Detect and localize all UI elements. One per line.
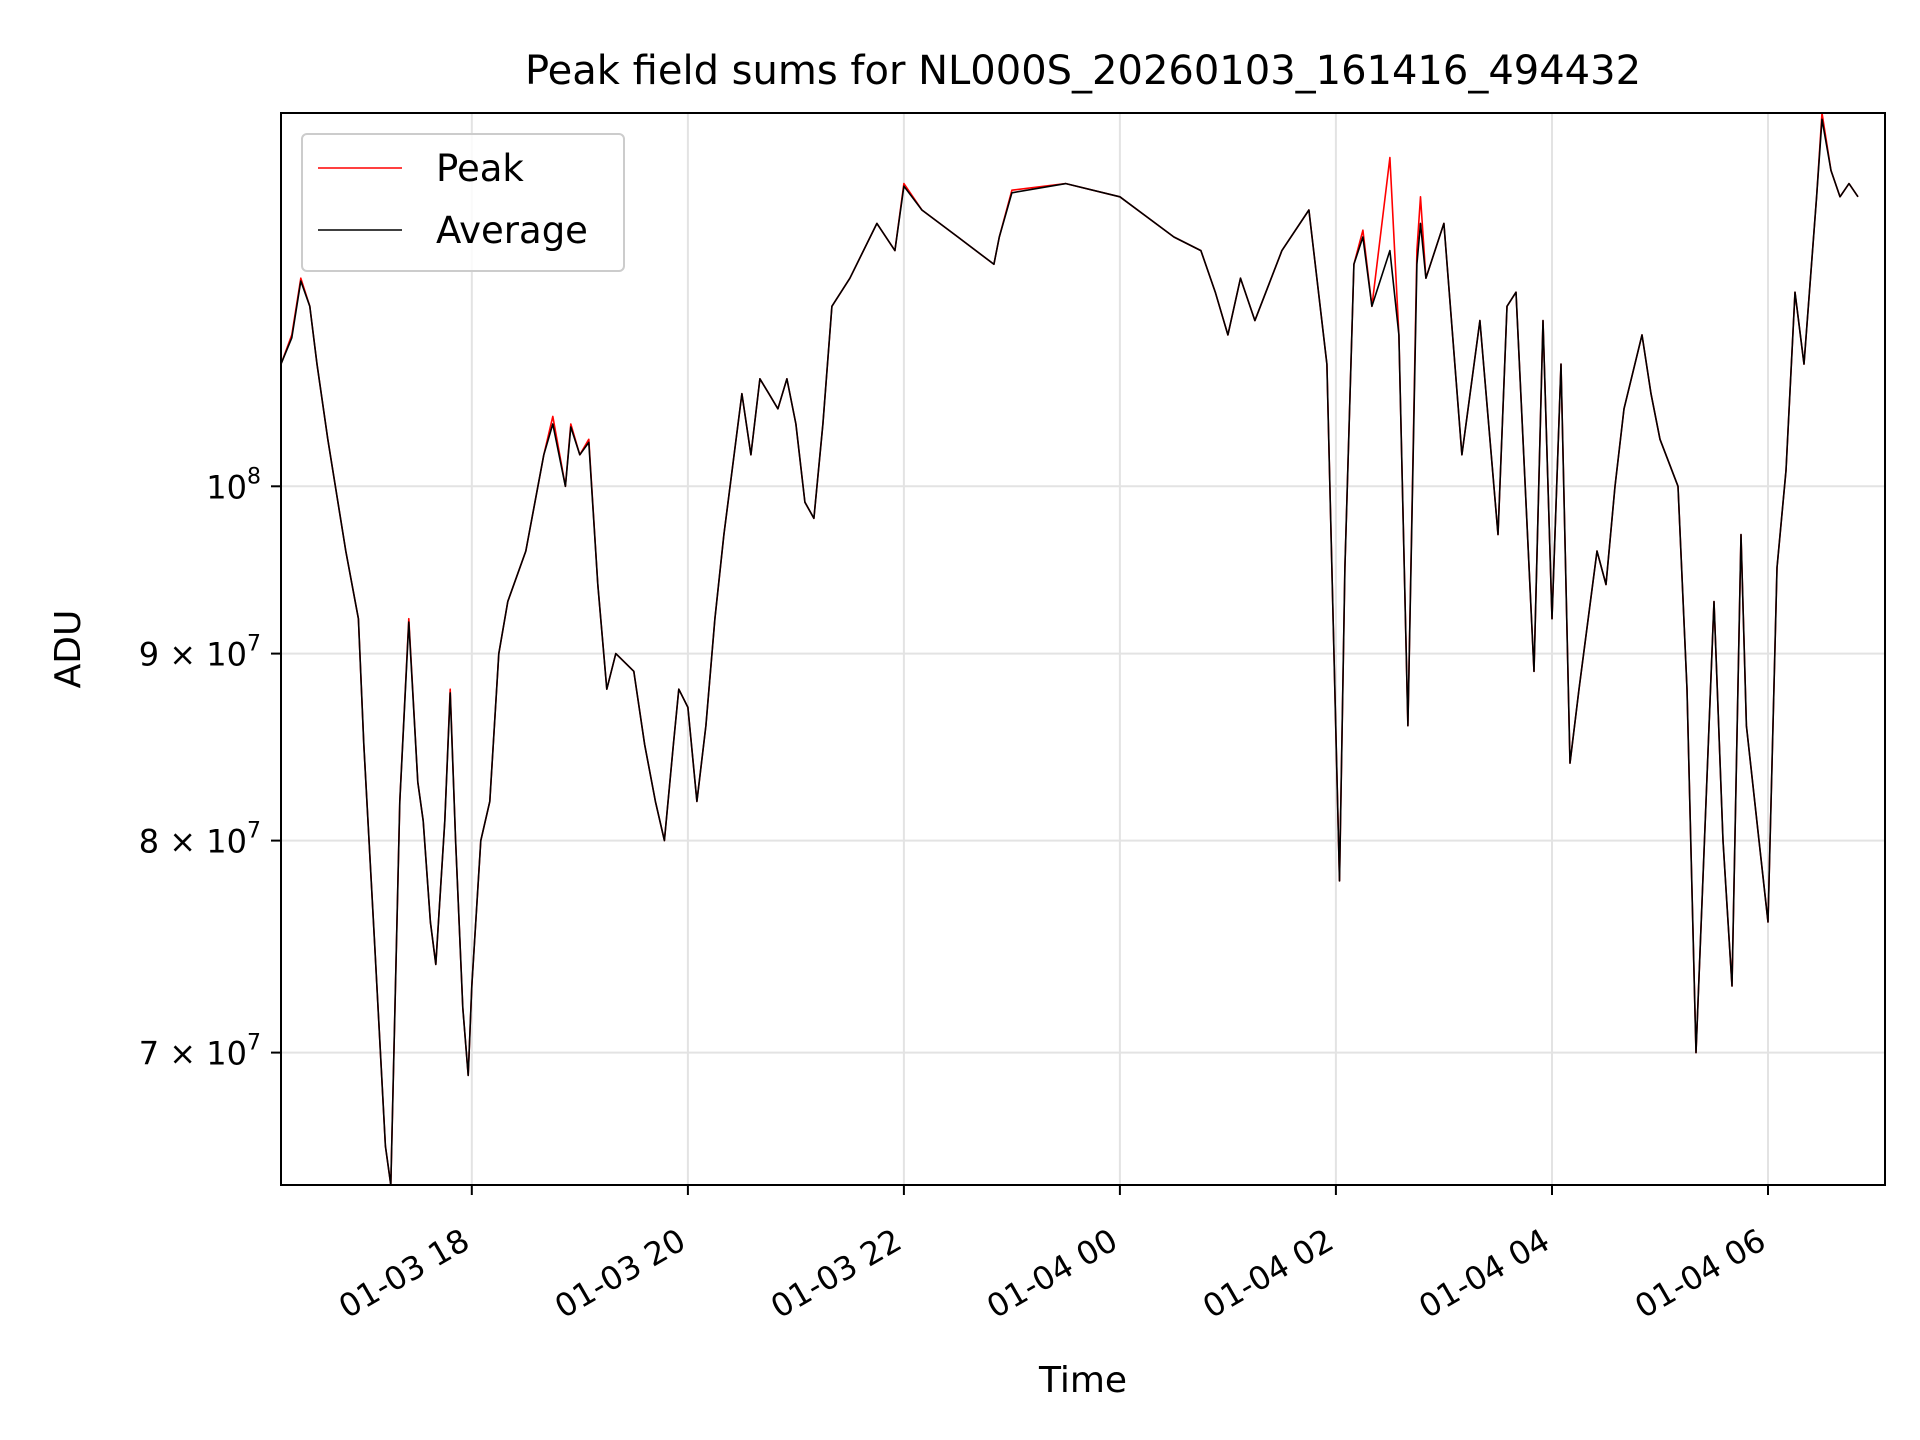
legend: Peak Average [301, 133, 625, 272]
y-tick-label: 7 × 107 [139, 1031, 261, 1073]
y-tick-label: 108 [206, 464, 261, 506]
legend-label-average: Average [436, 209, 588, 252]
y-tick-label: 9 × 107 [139, 632, 261, 674]
y-tick-label-base: 10 [206, 468, 247, 506]
y-tick-label-base: 9 × 10 [139, 636, 247, 674]
plot-frame [280, 112, 1886, 1186]
y-tick-label: 8 × 107 [139, 819, 261, 861]
y-tick-label-base: 7 × 10 [139, 1035, 247, 1073]
y-tick-label-exponent: 7 [247, 632, 261, 657]
grid [281, 113, 1885, 1185]
x-axis-label: Time [1038, 1360, 1127, 1401]
y-tick-label-exponent: 8 [247, 464, 261, 489]
legend-label-peak: Peak [436, 147, 524, 190]
series-layer [280, 112, 1859, 1186]
series-line-average [280, 118, 1859, 1186]
y-tick-label-base: 8 × 10 [139, 823, 247, 861]
y-tick-label-exponent: 7 [247, 1031, 261, 1056]
y-axis-label: ADU [48, 610, 89, 689]
y-tick-label-exponent: 7 [247, 819, 261, 844]
chart-title: Peak field sums for NL000S_20260103_1614… [525, 48, 1641, 94]
